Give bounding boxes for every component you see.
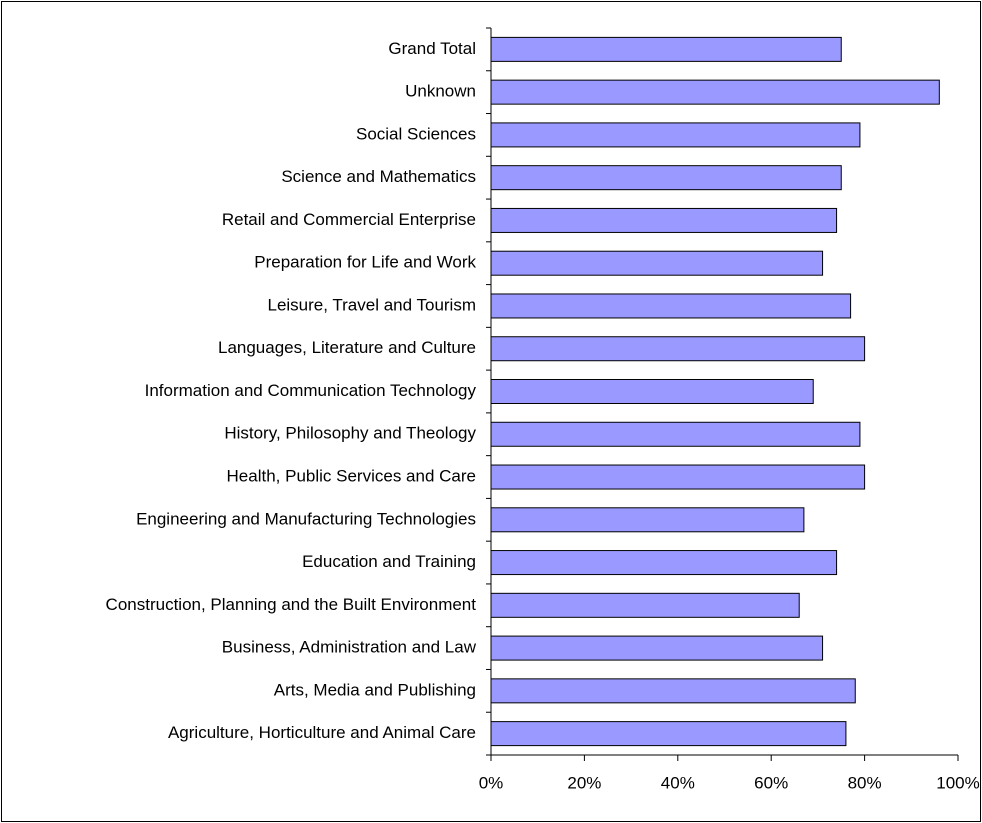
y-tick-label: Leisure, Travel and Tourism [267,295,476,314]
y-tick-label: Engineering and Manufacturing Technologi… [136,509,476,528]
bar [490,379,814,404]
y-tick-label: Agriculture, Horticulture and Animal Car… [168,723,476,742]
bar [490,165,842,191]
bar [490,122,861,148]
y-tick-label: Grand Total [388,39,476,58]
y-tick-label: Business, Administration and Law [222,638,477,657]
bar [490,207,838,233]
x-tick-label: 60% [754,773,788,792]
bar [490,592,800,618]
y-tick-label: Retail and Commercial Enterprise [222,210,476,229]
y-tick-label: Science and Mathematics [281,167,476,186]
bar [490,635,824,661]
y-tick-label: Arts, Media and Publishing [274,680,476,699]
bar [490,507,805,533]
x-tick-label: 40% [661,773,695,792]
bar [490,721,847,747]
y-tick-label: History, Philosophy and Theology [224,424,476,443]
bar [490,36,842,62]
y-tick-label: Health, Public Services and Care [227,467,476,486]
y-tick-label: Education and Training [302,552,476,571]
bar [490,250,824,276]
bar [490,678,856,704]
bar [490,293,852,319]
x-tick-label: 20% [567,773,601,792]
y-tick-label: Social Sciences [356,124,476,143]
y-tick-label: Preparation for Life and Work [254,253,476,272]
bar [490,336,866,362]
y-tick-label: Languages, Literature and Culture [218,338,476,357]
y-tick-label: Construction, Planning and the Built Env… [106,595,477,614]
bar [490,421,861,447]
bar [490,550,838,576]
bar [490,79,940,105]
x-tick-label: 100% [936,773,979,792]
y-tick-label: Unknown [405,82,476,101]
y-tick-label: Information and Communication Technology [145,381,477,400]
bar [490,464,866,490]
x-tick-label: 80% [848,773,882,792]
x-tick-label: 0% [479,773,504,792]
